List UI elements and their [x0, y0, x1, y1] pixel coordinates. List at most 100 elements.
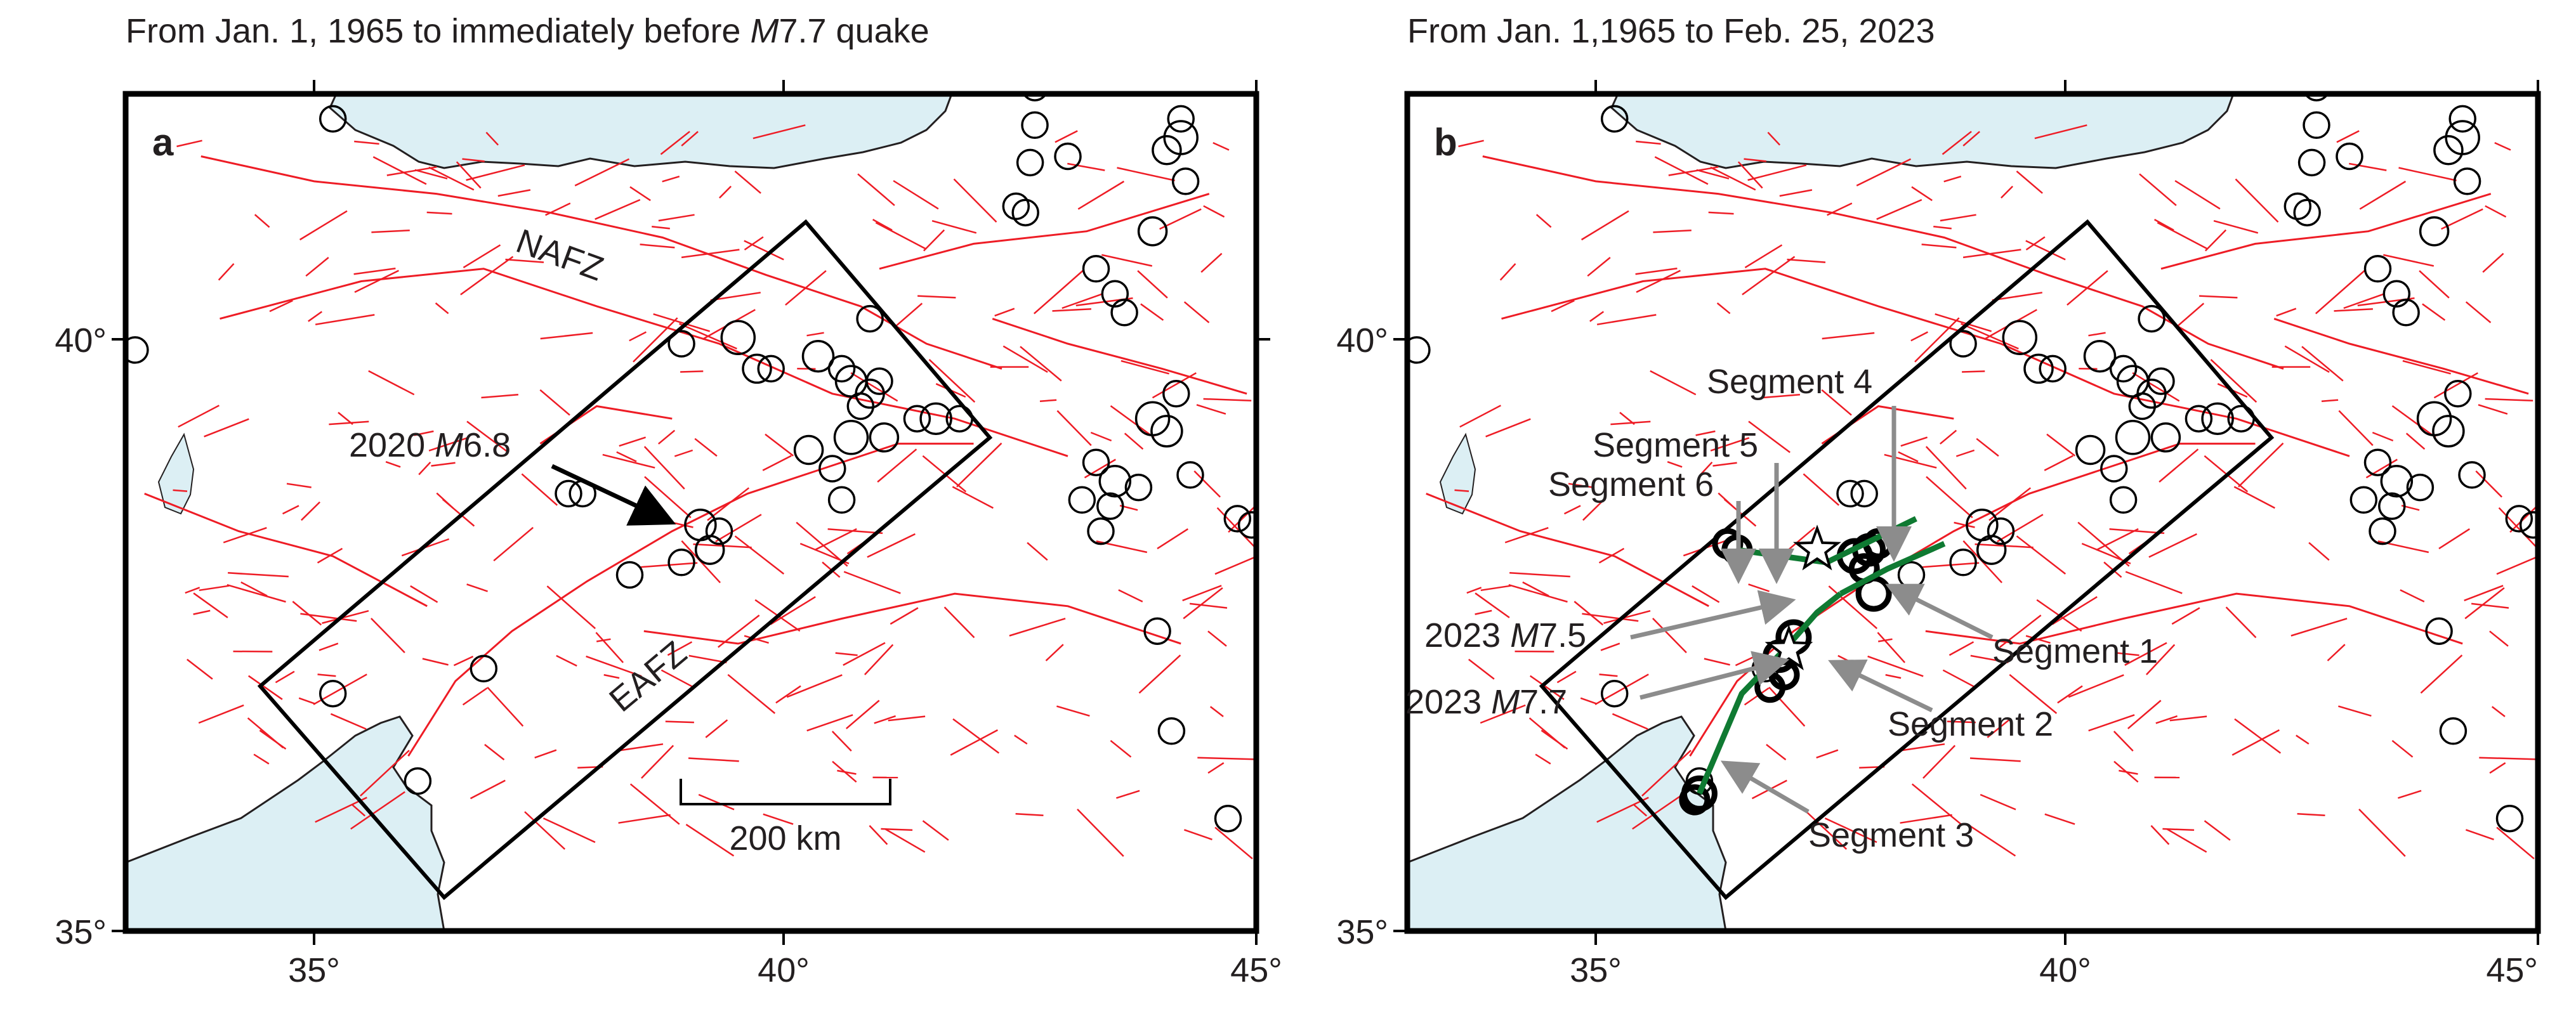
fault-line [718, 615, 760, 648]
fault-line [770, 596, 816, 625]
fault-line [681, 131, 699, 146]
study-region-box [1539, 219, 2275, 901]
fault-line [414, 430, 434, 436]
earthquake-marker [1101, 280, 1129, 308]
fault-line [694, 438, 718, 457]
fault-line [727, 673, 776, 714]
earthquake-marker [555, 479, 582, 508]
fault-line [1710, 166, 1756, 191]
fault-line [428, 437, 468, 452]
fault-line [1603, 609, 1651, 624]
fault-line [1203, 398, 1252, 402]
segment-6-label: Segment 6 [1548, 465, 1714, 504]
fault-line [2398, 167, 2457, 181]
fault-line [1787, 258, 1826, 263]
fault-line [462, 158, 485, 162]
fault-line [193, 592, 228, 618]
fault-line [1598, 547, 1625, 564]
fault-line [595, 198, 641, 220]
fault-line [923, 229, 945, 252]
earthquake-marker [404, 767, 432, 795]
fault-line [521, 473, 558, 506]
fault-line [629, 783, 680, 825]
earthquake-marker [2039, 355, 2067, 383]
fault-line [641, 745, 674, 779]
earthquake-marker [2380, 464, 2414, 498]
earthquake-marker [1157, 717, 1186, 745]
scale-bar [680, 779, 891, 805]
fault-line [734, 535, 785, 575]
fault-line [698, 793, 735, 810]
fault-line [466, 420, 509, 453]
earthquake-marker [757, 355, 785, 383]
fault-line [881, 828, 913, 831]
fault-line [1900, 743, 1945, 751]
fault-line [2491, 706, 2506, 717]
earthquake-marker [827, 486, 856, 514]
fault-line [850, 372, 898, 402]
fault-line [2109, 528, 2165, 534]
fault-line [2391, 405, 2436, 438]
earthquake-marker [2519, 511, 2538, 539]
fault-line [2057, 685, 2083, 704]
fault-line [629, 186, 651, 202]
earthquake-marker [319, 679, 347, 708]
fault-line [254, 214, 270, 228]
fault-line [2464, 585, 2504, 602]
fault-line [1120, 360, 1169, 375]
fault-line [1214, 556, 1256, 575]
fault-line [1961, 323, 2019, 350]
lon-tick-label: 45° [1230, 951, 1282, 989]
fault-line [2422, 303, 2446, 321]
segment-2-label: Segment 2 [1888, 705, 2053, 743]
quake-2020-arrow [551, 464, 676, 526]
fault-line [1475, 609, 1492, 615]
fault-line [354, 270, 399, 293]
fault-line [1925, 446, 1967, 490]
fault-line [185, 587, 200, 594]
fault-line [843, 642, 886, 667]
fault-line [2139, 173, 2177, 206]
fault-line [2290, 618, 2348, 637]
fault-line [2489, 762, 2506, 774]
epicenter-star-icon [1792, 524, 1841, 571]
fault-line [2199, 295, 2238, 299]
fault-line [493, 526, 534, 562]
earthquake-marker [2002, 320, 2038, 355]
fault-line [1712, 462, 1737, 467]
fault-line [2315, 270, 2366, 315]
earthquake-marker [833, 420, 869, 455]
fault-line [1921, 244, 1957, 249]
fault-line [618, 814, 671, 824]
earthquake-marker [801, 339, 835, 373]
lon-tick-label: 45° [2486, 951, 2538, 989]
fault-line [1228, 504, 1256, 533]
fault-line [1947, 720, 1976, 724]
fault-line [1596, 314, 1657, 325]
earthquake-marker [2109, 486, 2138, 514]
fault-line [1650, 370, 1697, 396]
fault-line [1954, 521, 1975, 528]
fault-line [952, 486, 994, 509]
black-sea [1610, 94, 2235, 169]
fault-line [931, 219, 977, 234]
fault-line [1061, 293, 1103, 309]
fault-line [1197, 757, 1254, 760]
fault-line [1157, 528, 1188, 550]
earthquake-marker [1836, 479, 1864, 508]
fault-line [872, 219, 893, 231]
fault-line [227, 583, 286, 603]
fault-line [1535, 753, 1551, 765]
earthquake-marker [2293, 198, 2321, 226]
fault-line [1203, 205, 1225, 218]
segment-1-label: Segment 1 [1992, 632, 2158, 670]
fault-line [534, 749, 557, 758]
fault-line [1716, 302, 1731, 315]
fault-line [350, 791, 405, 830]
fault-line [1482, 155, 2284, 370]
fault-line [301, 501, 320, 521]
panel-b-map: b Segment 4 Segment 5 Segment 6 Segment … [1336, 80, 2541, 989]
earthquake-marker [1976, 535, 2007, 565]
fault-line [1504, 527, 1549, 543]
fault-line [2464, 587, 2505, 620]
